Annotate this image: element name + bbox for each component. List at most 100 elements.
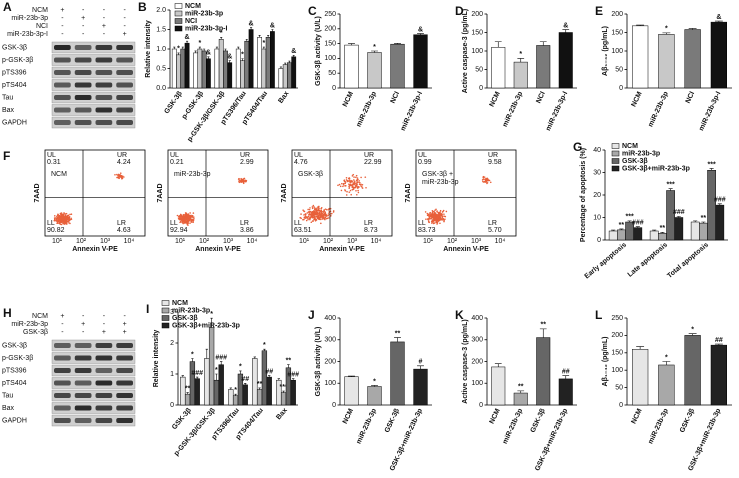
event-dot: [187, 216, 189, 219]
event-dot: [179, 213, 182, 216]
event-dot: [319, 214, 321, 216]
quadrant-name: LL: [170, 220, 178, 227]
legend-swatch: [161, 322, 170, 329]
event-dot: [239, 180, 242, 182]
bar: [617, 229, 626, 241]
quadrant-name: UL: [170, 152, 179, 159]
y-tick-label: 250: [611, 315, 623, 322]
error-bar: [627, 220, 632, 222]
event-dot: [119, 174, 121, 176]
event-dot: [344, 182, 346, 185]
quadrant-value: 22.99: [364, 159, 382, 166]
event-dot: [357, 181, 359, 184]
y-tick-label: 200: [471, 11, 483, 18]
event-dot: [188, 215, 191, 218]
y-tick-label: 100: [471, 48, 483, 55]
event-dot: [67, 214, 70, 217]
legend-swatch: [161, 307, 170, 314]
event-dot: [176, 214, 179, 217]
legend-label: NCM: [622, 143, 638, 150]
bar: [171, 48, 177, 89]
event-dot: [326, 208, 328, 211]
blot-band: [54, 120, 71, 125]
blot-band: [95, 368, 113, 373]
condition-label: NCM: [32, 7, 48, 14]
blot-band: [116, 380, 133, 386]
error-bar: [277, 378, 280, 381]
event-dot: [318, 217, 321, 219]
error-bar: [292, 378, 295, 381]
event-dot: [178, 215, 181, 218]
significance-marker: ***: [667, 182, 675, 189]
significance-marker: ###: [632, 220, 644, 227]
event-dot: [313, 206, 315, 208]
event-dot: [61, 219, 63, 222]
event-dot: [61, 221, 63, 223]
event-dot: [356, 180, 358, 182]
error-bar: [636, 346, 645, 350]
bar: [197, 48, 203, 89]
significance-marker: *: [373, 378, 376, 385]
event-dot: [443, 215, 445, 217]
bar: [658, 34, 675, 89]
event-dot: [305, 219, 308, 222]
panel-letter: K: [455, 308, 464, 322]
event-dot: [56, 217, 58, 220]
bar: [176, 54, 181, 89]
event-dot: [486, 181, 489, 184]
y-tick-label: 200: [611, 332, 623, 339]
error-bar: [181, 46, 184, 49]
blot-strip: [51, 91, 136, 104]
event-dot: [182, 214, 185, 216]
event-dot: [442, 217, 444, 220]
event-dot: [350, 180, 353, 183]
error-bar: [292, 54, 295, 57]
event-dot: [324, 208, 327, 210]
bar: [608, 230, 618, 241]
legend-label: miR-23b-3p: [185, 10, 223, 17]
bar: [536, 337, 551, 406]
event-dot: [317, 208, 320, 211]
sign: -: [61, 23, 64, 30]
event-dot: [325, 214, 328, 216]
event-dot: [310, 212, 313, 214]
y-tick-label: 2.0: [156, 7, 166, 14]
sign: -: [123, 7, 126, 14]
event-dot: [437, 212, 440, 214]
sign: -: [82, 313, 85, 320]
error-bar: [371, 50, 378, 53]
event-dot: [68, 217, 71, 219]
bar: [699, 222, 708, 241]
x-tick-label: 10⁴: [495, 238, 506, 245]
blot-band: [116, 393, 133, 398]
bar: [367, 52, 382, 89]
event-dot: [424, 211, 427, 213]
protein-label: GSK-3β: [2, 45, 27, 52]
blot-band: [95, 418, 113, 423]
bar: [513, 61, 528, 89]
blot-band: [74, 57, 92, 63]
sign: +: [60, 313, 64, 320]
blot-band: [54, 393, 71, 398]
event-dot: [65, 219, 68, 221]
blot-band: [54, 70, 71, 75]
event-dot: [306, 212, 309, 214]
error-bar: [662, 361, 671, 365]
event-dot: [481, 179, 484, 181]
x-tick-label: miR-23b-3p-I: [545, 91, 569, 132]
significance-marker: ###: [215, 354, 227, 361]
bar: [558, 378, 573, 406]
event-dot: [435, 217, 437, 220]
event-dot: [63, 219, 66, 221]
event-dot: [324, 212, 327, 215]
y-tick-label: 200: [611, 11, 623, 18]
event-dot: [343, 179, 346, 182]
event-dot: [439, 213, 441, 215]
event-dot: [192, 221, 194, 224]
significance-marker: *: [215, 367, 218, 374]
significance-marker: **: [660, 225, 666, 232]
blot-band: [54, 95, 71, 100]
significance-marker: **: [619, 222, 625, 229]
x-tick-label: miR-23b-3p: [647, 91, 669, 129]
y-tick-label: 20: [593, 192, 601, 199]
